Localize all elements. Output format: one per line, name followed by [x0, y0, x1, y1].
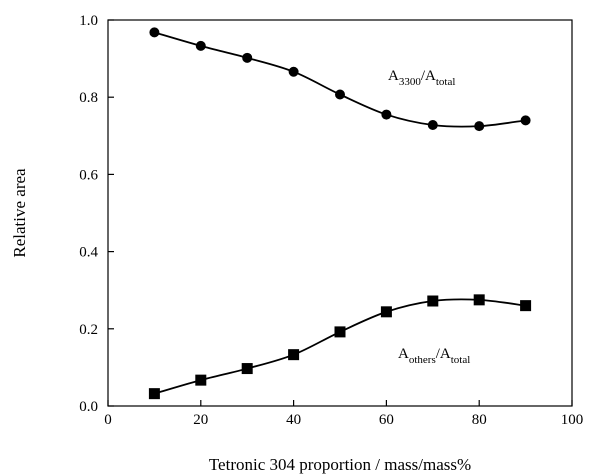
series-label-aothers: Aothers/Atotal [398, 346, 470, 366]
x-tick-label: 40 [286, 412, 301, 428]
x-tick-label: 20 [193, 412, 208, 428]
x-tick-label: 100 [561, 412, 584, 428]
data-point-square [241, 363, 253, 375]
data-point-square [334, 326, 346, 338]
x-tick-label: 0 [104, 412, 112, 428]
data-point-circle [427, 119, 438, 130]
series-line-1 [154, 298, 526, 395]
data-point-circle [520, 115, 531, 126]
y-axis-label: Relative area [10, 168, 29, 258]
data-point-circle [335, 89, 345, 100]
y-tick-label: 1.0 [79, 13, 98, 29]
data-point-square [380, 306, 392, 318]
series-line-0 [154, 31, 526, 128]
data-point-square [473, 294, 485, 306]
x-axis-label: Tetronic 304 proportion / mass/mass% [209, 455, 471, 474]
data-point-circle [288, 66, 299, 77]
y-tick-label: 0.6 [79, 167, 98, 183]
data-point-circle [381, 109, 392, 120]
x-tick-label: 80 [472, 412, 487, 428]
y-tick-label: 0.2 [79, 322, 98, 338]
data-point-square [520, 300, 532, 312]
x-tick-label: 60 [379, 412, 394, 428]
data-point-square [148, 388, 160, 400]
y-tick-label: 0.0 [79, 399, 98, 415]
y-tick-label: 0.4 [79, 245, 98, 261]
data-point-circle [149, 27, 160, 38]
ticks: 0 20 40 60 80 100 0.0 0.2 0.4 0.6 0.8 1.0 [79, 13, 583, 428]
data-point-square [427, 295, 439, 307]
plot-frame [107, 19, 573, 407]
y-tick-label: 0.8 [79, 90, 98, 106]
series-label-a3300: A3300/Atotal [388, 68, 455, 88]
series-layer [148, 27, 532, 400]
data-point-square [288, 349, 300, 361]
data-point-circle [195, 40, 206, 51]
data-point-circle [474, 121, 485, 132]
data-point-circle [242, 52, 253, 63]
data-point-square [195, 374, 207, 386]
